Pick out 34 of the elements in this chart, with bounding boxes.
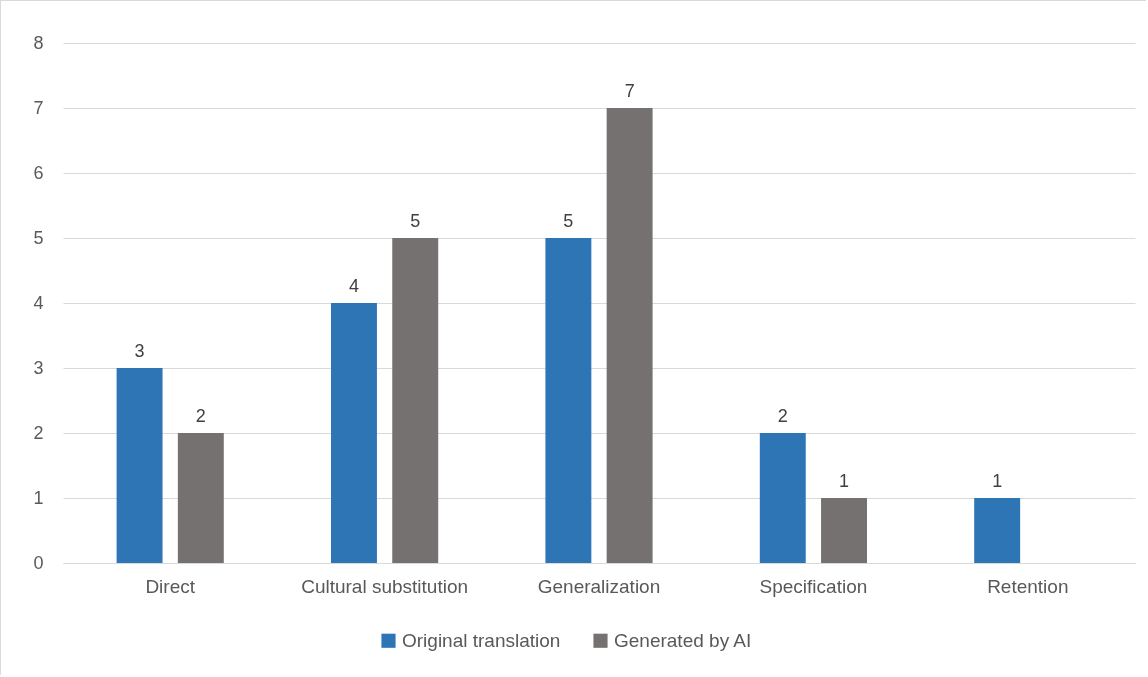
data-label: 2 — [777, 406, 788, 426]
legend-label: Generated by AI — [614, 629, 752, 651]
y-tick-label: 6 — [33, 162, 44, 183]
bar — [392, 238, 439, 563]
y-tick-label: 8 — [33, 32, 44, 53]
data-label: 3 — [134, 341, 145, 361]
data-label: 5 — [563, 211, 574, 231]
y-tick-label: 3 — [33, 357, 44, 378]
y-tick-label: 4 — [33, 292, 44, 313]
x-tick-label: Retention — [987, 575, 1069, 597]
bar — [974, 498, 1021, 563]
x-tick-label: Direct — [145, 575, 196, 597]
x-tick-label: Specification — [759, 575, 868, 597]
legend-label: Original translation — [402, 629, 561, 651]
data-label: 2 — [195, 406, 206, 426]
bar — [606, 108, 653, 563]
bar — [821, 498, 867, 563]
y-tick-label: 7 — [33, 97, 44, 118]
data-label: 4 — [348, 276, 359, 296]
y-tick-label: 5 — [33, 227, 44, 248]
bar — [116, 368, 163, 563]
bar — [545, 238, 592, 563]
x-tick-label: Cultural substitution — [301, 575, 469, 597]
y-tick-label: 1 — [33, 487, 44, 508]
data-label: 1 — [839, 471, 850, 491]
y-tick-label: 2 — [33, 422, 44, 443]
bar — [759, 433, 806, 563]
y-tick-label: 0 — [33, 552, 44, 573]
data-label: 5 — [410, 211, 421, 231]
bar — [177, 433, 224, 563]
x-tick-label: Generalization — [537, 575, 661, 597]
bar — [331, 303, 377, 563]
data-label: 1 — [992, 471, 1003, 491]
data-label: 7 — [624, 81, 635, 101]
